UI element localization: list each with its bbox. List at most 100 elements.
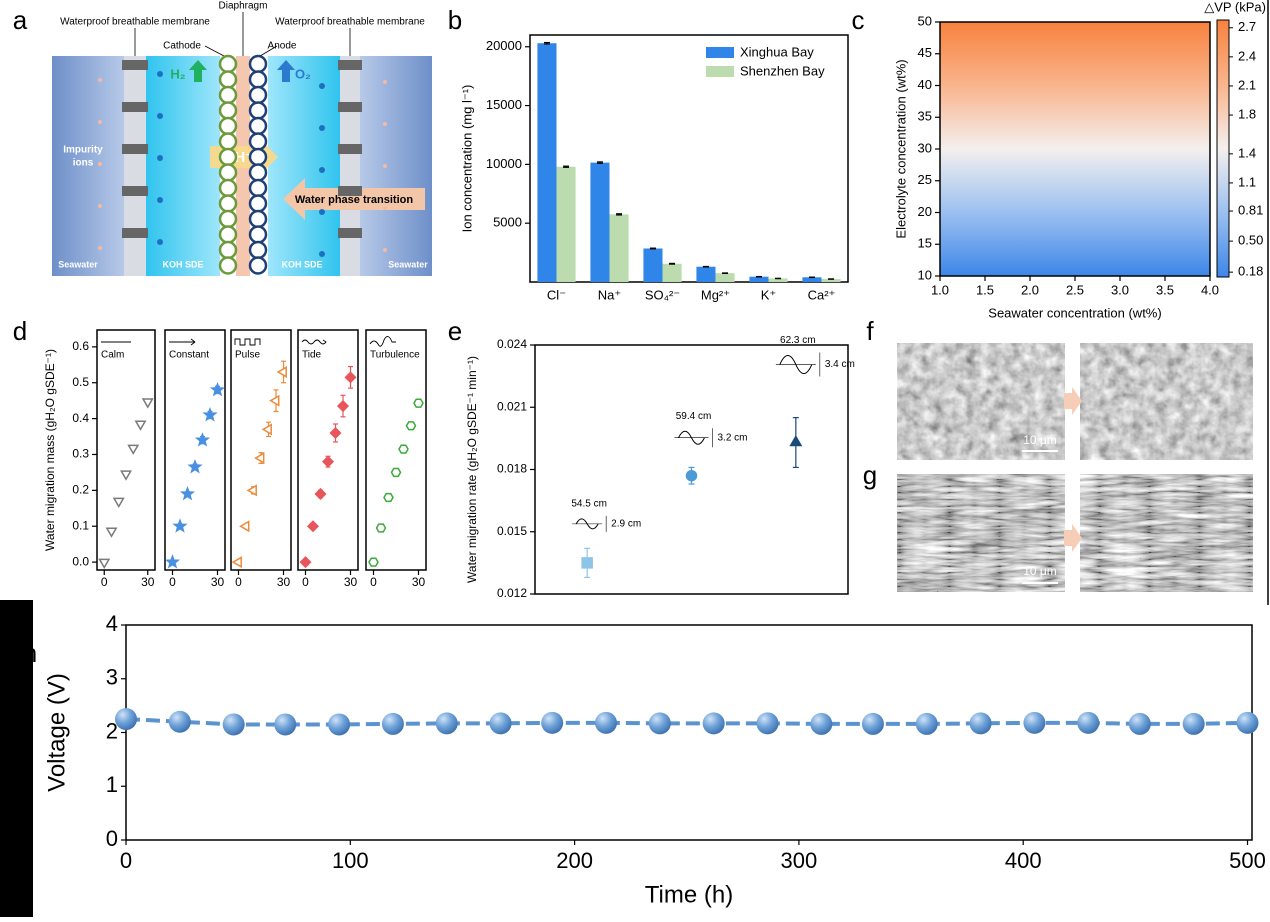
x-tick-label: 0 (120, 848, 132, 873)
leader (204, 45, 225, 57)
ion (98, 246, 102, 250)
colorbar-tick-label: 1.8 (1238, 106, 1256, 121)
x-tick-label: K⁺ (761, 287, 777, 302)
bar (715, 273, 735, 282)
y-tick-label: 0.024 (497, 337, 527, 351)
label: Waterproof breathable membrane (60, 17, 210, 28)
electrode-particle (248, 116, 268, 136)
x-tick-label: 0 (169, 575, 176, 589)
label: Seawater (388, 259, 428, 269)
y-tick-label: 10000 (486, 156, 522, 171)
point (398, 444, 409, 454)
sem-image (897, 474, 1065, 592)
x-tick-label: 30 (412, 575, 426, 589)
panel-label: g (863, 460, 877, 490)
membrane (124, 56, 146, 276)
membrane-block (122, 60, 148, 70)
point (789, 435, 803, 447)
point (1023, 711, 1046, 734)
point (489, 712, 512, 735)
label: KOH SDE (281, 259, 322, 269)
label: Waterproof breathable membrane (275, 17, 425, 28)
legend-swatch (706, 66, 734, 77)
water (319, 209, 325, 215)
koh-region (146, 56, 220, 276)
point (194, 432, 211, 447)
y-tick-label: 0.5 (72, 375, 89, 389)
label: O₂ (295, 66, 311, 81)
electrode-particle (248, 194, 268, 213)
electrode-particle (218, 209, 238, 229)
x-tick-label: 0 (101, 575, 108, 589)
annotation: 62.3 cm (780, 335, 816, 346)
point (179, 485, 196, 501)
y-tick-label: 20 (918, 204, 932, 219)
y-tick-label: 4 (106, 611, 118, 636)
colorbar (1216, 19, 1230, 278)
y-tick-label: 0.1 (72, 518, 89, 532)
x-tick-label: 500 (1229, 848, 1266, 873)
panel-title: Turbulence (370, 350, 420, 361)
x-tick-label: 30 (211, 575, 225, 589)
electrode-particle (218, 225, 238, 244)
panel-label: f (866, 316, 874, 346)
bar (643, 248, 663, 282)
y-tick-label: 0.015 (497, 524, 527, 538)
ion (98, 120, 102, 124)
x-tick-label: 30 (277, 575, 291, 589)
y-tick-label: 0.4 (72, 411, 89, 425)
point (383, 492, 394, 503)
x-tick-label: 2.5 (1066, 282, 1084, 297)
y-tick-label: 20000 (486, 38, 522, 53)
y-tick-label: 0.6 (72, 339, 89, 353)
colorbar-title: △VP (kPa) (1204, 0, 1266, 14)
label: Cathode (163, 41, 201, 52)
water (319, 167, 325, 173)
condition-icon (234, 338, 261, 346)
colorbar-tick-label: 1.4 (1238, 145, 1256, 160)
label: KOH SDE (162, 259, 203, 269)
label: Seawater (58, 259, 98, 269)
y-tick-label: 10 (918, 267, 932, 282)
y-tick-label: 0.012 (497, 586, 527, 600)
x-tick-label: 400 (1005, 848, 1042, 873)
x-axis-label: Seawater concentration (wt%) (988, 305, 1161, 320)
annotation: 3.2 cm (718, 432, 748, 443)
x-tick-label: 100 (332, 848, 369, 873)
x-tick-label: 3.0 (1111, 282, 1129, 297)
water (157, 197, 163, 203)
colorbar-tick-label: 2.7 (1238, 19, 1256, 34)
point (314, 487, 327, 500)
x-tick-label: 1.0 (931, 282, 949, 297)
panel-label: b (448, 5, 462, 35)
point (141, 398, 154, 409)
annotation: 54.5 cm (571, 499, 607, 510)
bar (537, 43, 557, 282)
y-tick-label: 35 (918, 109, 932, 124)
panel-label: d (13, 316, 27, 346)
y-tick-label: 5000 (493, 215, 522, 230)
ion (98, 78, 102, 82)
electrode-particle (218, 178, 238, 198)
electrode-particle (248, 240, 268, 260)
y-tick-label: 15000 (486, 97, 522, 112)
bar (609, 214, 629, 282)
ion (383, 80, 387, 84)
y-tick-label: 0.2 (72, 483, 89, 497)
point (595, 711, 618, 734)
plot-frame (297, 329, 359, 571)
ion (383, 122, 387, 126)
membrane-block (122, 186, 148, 196)
point (344, 371, 357, 384)
x-tick-label: SO₄²⁻ (645, 287, 680, 302)
o2-arrow (277, 60, 295, 82)
y-axis-label: Water migration mass (gH₂O gSDE⁻¹) (43, 349, 57, 551)
point (98, 558, 111, 570)
arrow (1064, 387, 1082, 415)
arrow (1064, 524, 1082, 552)
water (319, 125, 325, 131)
point (969, 712, 992, 735)
plot-frame (230, 329, 292, 571)
